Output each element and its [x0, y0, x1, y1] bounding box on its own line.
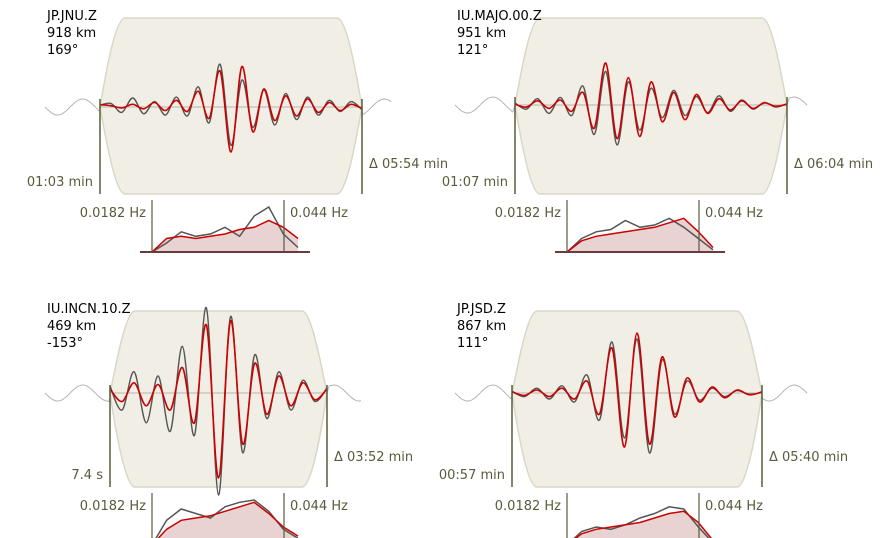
observed-spectrum — [151, 205, 299, 253]
window-length-label: Δ 06:04 min — [794, 157, 873, 172]
spectrum-area — [576, 511, 711, 538]
freq-low-label: 0.0182 Hz — [495, 206, 561, 221]
observed-spectrum — [566, 217, 714, 253]
freq-high-label: 0.044 Hz — [705, 206, 763, 221]
station-azimuth: 121° — [457, 43, 488, 58]
synthetic-spectrum — [157, 501, 299, 538]
taper-envelope — [514, 17, 788, 195]
window-start-label: 01:07 min — [442, 175, 508, 190]
synthetic-spectrum — [151, 219, 299, 253]
spectrum-area — [567, 218, 713, 252]
station-distance: 918 km — [47, 26, 96, 41]
synthetic-trace — [511, 332, 763, 448]
station-distance: 951 km — [457, 26, 506, 41]
station-distance: 469 km — [47, 319, 96, 334]
taper-envelope — [99, 17, 363, 195]
spectrum-area — [152, 220, 298, 252]
station-panel — [454, 17, 808, 253]
station-azimuth: 111° — [457, 336, 488, 351]
station-code: IU.MAJO.00.Z — [457, 9, 542, 24]
synthetic-trace — [109, 319, 328, 479]
full-trace — [44, 384, 362, 402]
station-code: JP.JSD.Z — [456, 302, 506, 317]
window-length-label: Δ 03:52 min — [334, 450, 413, 465]
observed-trace — [99, 63, 363, 147]
freq-high-label: 0.044 Hz — [290, 206, 348, 221]
freq-low-label: 0.0182 Hz — [80, 499, 146, 514]
station-panel — [454, 310, 808, 538]
synthetic-spectrum — [574, 510, 712, 538]
synthetic-spectrum — [566, 217, 714, 253]
full-trace — [44, 98, 392, 116]
station-panel — [44, 307, 362, 538]
station-azimuth: 169° — [47, 43, 78, 58]
window-length-label: Δ 05:40 min — [769, 450, 848, 465]
freq-high-label: 0.044 Hz — [705, 499, 763, 514]
station-distance: 867 km — [457, 319, 506, 334]
window-start-label: 01:03 min — [27, 175, 93, 190]
freq-low-label: 0.0182 Hz — [495, 499, 561, 514]
station-code: IU.INCN.10.Z — [47, 302, 131, 317]
station-code: JP.JNU.Z — [46, 9, 97, 24]
spectrum-area — [158, 502, 298, 538]
window-length-label: Δ 05:54 min — [369, 157, 448, 172]
synthetic-trace — [99, 65, 363, 153]
freq-high-label: 0.044 Hz — [290, 499, 348, 514]
synthetic-trace — [514, 62, 788, 140]
station-panel — [44, 17, 392, 253]
window-start-label: 00:57 min — [439, 468, 505, 483]
freq-low-label: 0.0182 Hz — [80, 206, 146, 221]
window-start-label: 7.4 s — [71, 468, 103, 483]
station-azimuth: -153° — [47, 336, 83, 351]
